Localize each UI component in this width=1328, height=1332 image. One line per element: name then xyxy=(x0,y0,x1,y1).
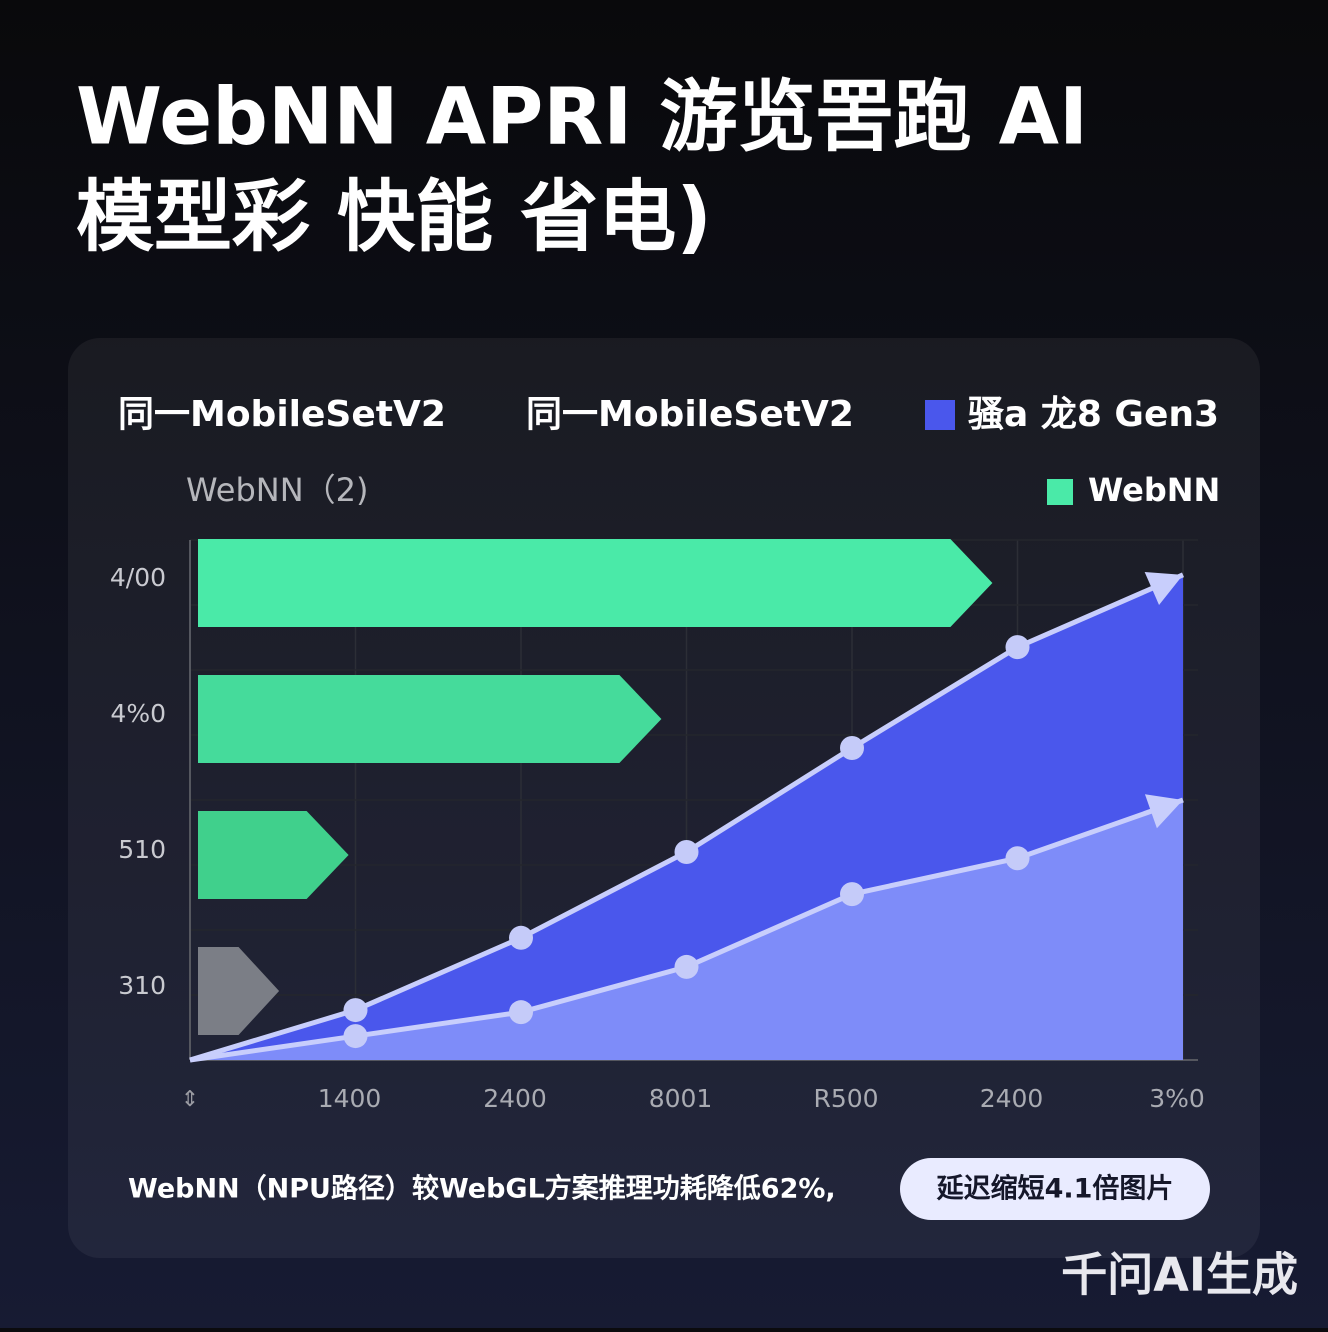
x-tick-label: 8001 xyxy=(649,1084,713,1113)
bar xyxy=(198,675,662,763)
y-tick-label: 310 xyxy=(118,971,166,1000)
legend-label: WebNN xyxy=(1088,471,1220,509)
point xyxy=(1005,846,1030,871)
area xyxy=(190,800,1183,1060)
y-tick-label: 4/00 xyxy=(110,563,166,592)
badge xyxy=(900,1158,1210,1220)
subtitle: WebNN（2) xyxy=(186,471,369,509)
x-tick-label: 2400 xyxy=(483,1084,547,1113)
arrow-head xyxy=(1144,794,1183,829)
bar xyxy=(198,539,993,627)
y-tick-label: 4%0 xyxy=(110,699,166,728)
header-label: 同一MobileSetV2 xyxy=(526,394,854,435)
point xyxy=(343,1024,368,1049)
footer-text: WebNN（NPU路径）较WebGL方案推理功耗降低62%, xyxy=(128,1173,836,1205)
point xyxy=(343,998,368,1023)
point xyxy=(509,925,533,950)
bar xyxy=(198,811,349,899)
header-label: 同一MobileSetV2 xyxy=(118,394,446,435)
point xyxy=(840,882,864,907)
bar xyxy=(198,947,280,1035)
axis-icon: ⇕ xyxy=(181,1087,199,1112)
x-tick-label: R500 xyxy=(813,1084,878,1113)
title-line: WebNN APRI 游览罟跑 AI xyxy=(76,72,1088,162)
point xyxy=(674,954,699,979)
legend-swatch xyxy=(1047,479,1073,505)
point xyxy=(674,840,699,864)
point xyxy=(1005,635,1030,660)
x-tick-label: 2400 xyxy=(980,1084,1044,1113)
arrow-head xyxy=(1144,571,1183,605)
badge-text: 延迟缩短4.1倍图片 xyxy=(936,1173,1174,1205)
title-line: 模型彩 快能 省电) xyxy=(76,172,712,262)
legend-swatch xyxy=(925,400,955,430)
x-tick-label: 3%0 xyxy=(1149,1084,1205,1113)
point xyxy=(840,736,864,760)
point xyxy=(509,1000,533,1025)
x-tick-label: 1400 xyxy=(318,1084,382,1113)
legend-label: 骚a 龙8 Gen3 xyxy=(968,394,1219,435)
watermark: 千问AI生成 xyxy=(1061,1248,1298,1302)
y-tick-label: 510 xyxy=(118,835,166,864)
